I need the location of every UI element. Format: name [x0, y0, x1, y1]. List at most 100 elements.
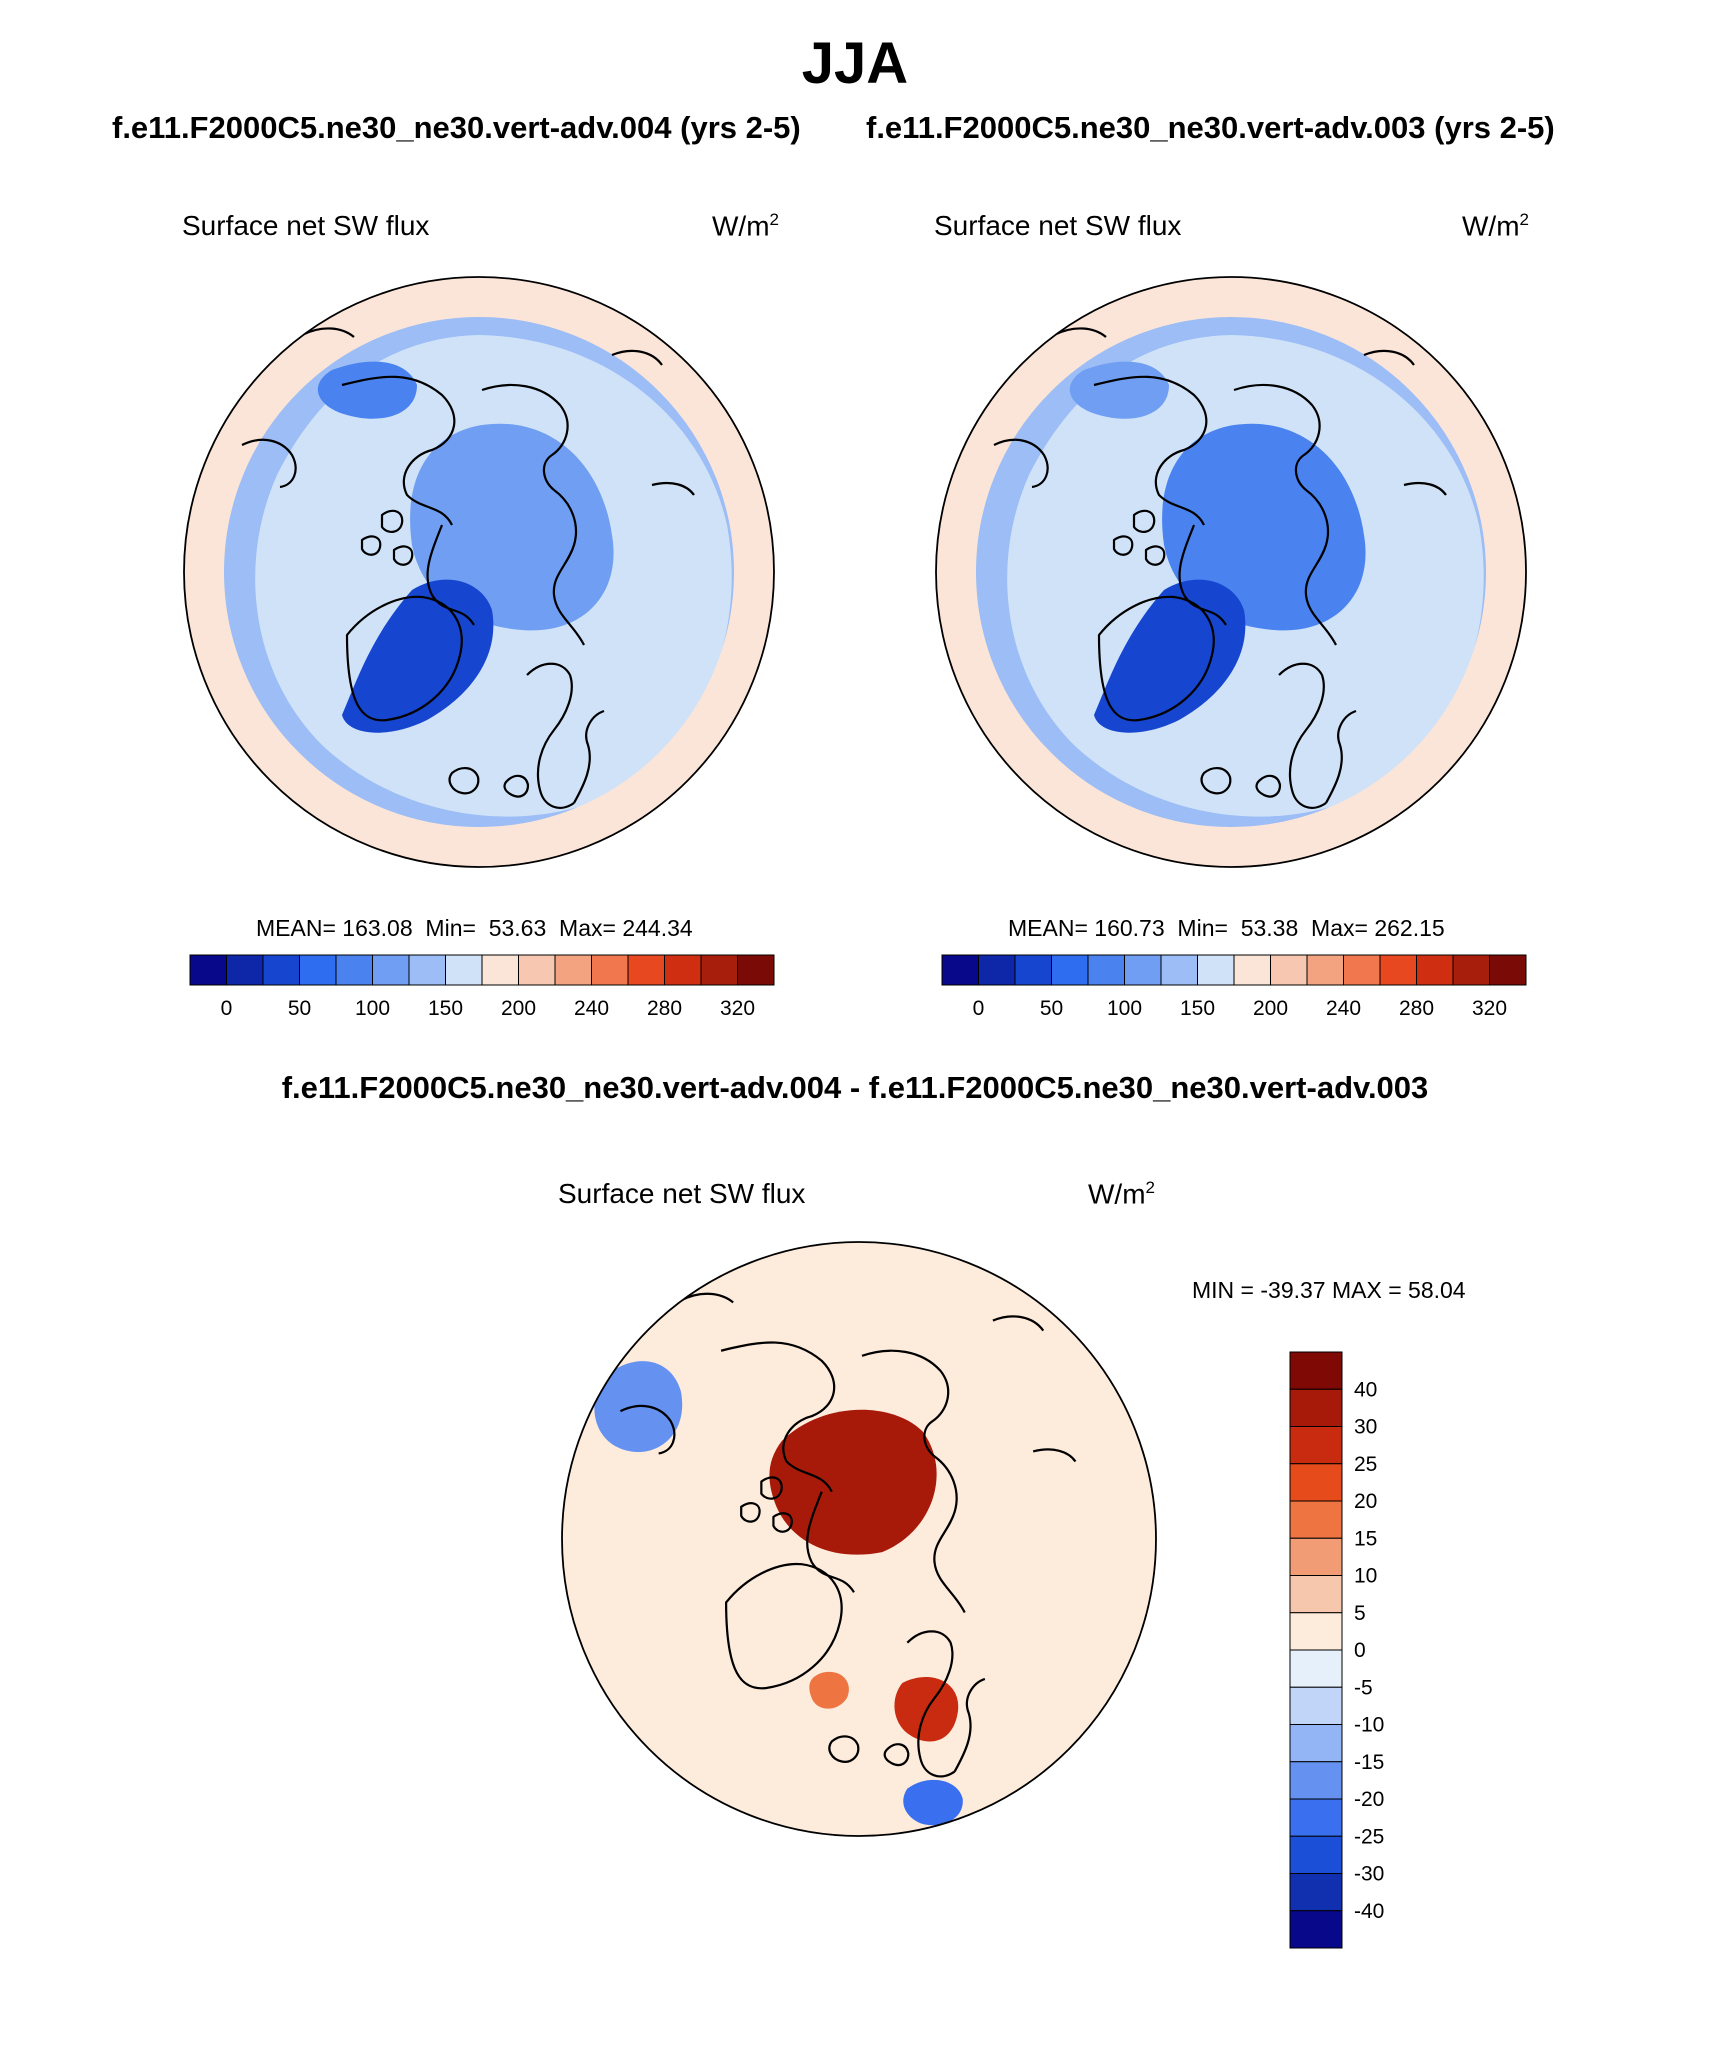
colorbar-swatch	[591, 954, 629, 986]
map-border	[183, 276, 775, 868]
panel3-map	[561, 1241, 1157, 1837]
colorbar-tick-label: 240	[574, 997, 609, 1020]
panel1-stats: MEAN= 163.08 Min= 53.63 Max= 244.34	[256, 915, 693, 941]
colorbar-tick-label: 280	[647, 997, 682, 1020]
colorbar-swatch	[664, 954, 702, 986]
coastline	[861, 1349, 950, 1458]
coastline	[906, 1630, 956, 1778]
coastline	[392, 545, 414, 566]
coastline	[651, 481, 695, 496]
map-border	[935, 276, 1527, 868]
colorbar-tick-label: 40	[1354, 1378, 1377, 1401]
coastline	[1178, 524, 1227, 626]
colorbar-swatch	[1289, 1649, 1343, 1688]
panel2-colorbar: 0 50 100 150 200 240 280 320	[941, 954, 1527, 1020]
colorbar-swatch	[408, 954, 446, 986]
subtitle-case-003: f.e11.F2000C5.ne30_ne30.vert-adv.003 (yr…	[866, 110, 1555, 145]
colorbar-tick-label: 200	[1253, 997, 1288, 1020]
map-field	[184, 277, 774, 867]
colorbar-swatch	[1289, 1761, 1343, 1800]
coastline	[1200, 767, 1232, 795]
colorbar-swatch	[1379, 954, 1417, 986]
colorbar-swatch	[1289, 1873, 1343, 1912]
coastline	[1144, 545, 1166, 566]
colorbar-swatch	[1289, 1798, 1343, 1837]
colorbar-tick-label: -10	[1354, 1714, 1384, 1737]
colorbar-swatch	[627, 954, 665, 986]
coastline	[725, 1562, 843, 1690]
coastline	[503, 774, 530, 798]
panel1-colorbar: 0 50 100 150 200 240 280 320	[189, 954, 775, 1020]
coastline	[1278, 662, 1327, 809]
coastline	[1255, 774, 1282, 798]
panel2-units: W/m2	[1462, 210, 1529, 242]
colorbar-tick-label: -20	[1354, 1788, 1384, 1811]
colorbar-swatch	[226, 954, 264, 986]
coastline	[1403, 481, 1447, 496]
coastlines	[619, 1292, 1077, 1778]
colorbar-swatch	[481, 954, 519, 986]
map-field	[936, 277, 1526, 867]
colorbar-swatch	[445, 954, 483, 986]
colorbar-swatch	[1289, 1500, 1343, 1539]
colorbar-swatch	[1416, 954, 1454, 986]
coastline	[806, 1491, 855, 1593]
coastline	[619, 1404, 676, 1455]
colorbar-swatch	[1270, 954, 1308, 986]
colorbar-swatch	[554, 954, 592, 986]
coastline	[1325, 709, 1357, 804]
coastline	[953, 1677, 986, 1773]
colorbar-swatch	[941, 954, 979, 986]
coastline	[1363, 349, 1415, 366]
colorbar-swatch	[1289, 1724, 1343, 1763]
colorbar-tick-label: 320	[720, 997, 755, 1020]
colorbar-tick-label: 50	[1040, 997, 1063, 1020]
panel3-minmax: MIN = -39.37 MAX = 58.04	[1192, 1277, 1466, 1303]
colorbar-tick-label: -30	[1354, 1863, 1384, 1886]
coastline	[380, 509, 404, 533]
colorbar-tick-label: 25	[1354, 1453, 1377, 1476]
panel1-map	[183, 276, 775, 868]
colorbar-swatch	[737, 954, 775, 986]
colorbar-swatch	[1289, 1612, 1343, 1651]
colorbar-swatch	[1087, 954, 1125, 986]
colorbar-swatch	[262, 954, 300, 986]
panel2-map	[935, 276, 1527, 868]
colorbar-swatch	[1306, 954, 1344, 986]
coastline	[345, 595, 463, 722]
colorbar-tick-label: 0	[221, 997, 233, 1020]
colorbar-tick-label: 10	[1354, 1565, 1377, 1588]
map-border	[561, 1241, 1157, 1837]
colorbar-tick-label: -5	[1354, 1676, 1373, 1699]
colorbar-swatch	[1452, 954, 1490, 986]
colorbar-swatch	[189, 954, 227, 986]
colorbar-swatch	[1197, 954, 1235, 986]
coastline	[360, 535, 382, 556]
coastline	[526, 662, 575, 809]
colorbar-swatch	[1289, 1910, 1343, 1949]
colorbar-swatch	[1160, 954, 1198, 986]
coastline	[1304, 489, 1337, 646]
panel3-title: Surface net SW flux	[558, 1178, 806, 1209]
coastlines	[993, 327, 1447, 809]
coastline	[1032, 1448, 1077, 1463]
colorbar-swatch	[1124, 954, 1162, 986]
colorbar-tick-label: -40	[1354, 1900, 1384, 1923]
colorbar-swatch	[372, 954, 410, 986]
coastline	[883, 1743, 910, 1767]
difference-title: f.e11.F2000C5.ne30_ne30.vert-adv.004 - f…	[281, 1070, 1429, 1105]
colorbar-swatch	[1489, 954, 1527, 986]
colorbar-swatch	[1014, 954, 1052, 986]
colorbar-swatch	[1289, 1686, 1343, 1725]
map-field	[562, 1242, 1156, 1836]
region-scandinavia-negative	[903, 1779, 963, 1826]
colorbar-tick-label: 0	[973, 997, 985, 1020]
region-low-latitude-belt	[936, 277, 1526, 867]
colorbar-swatch	[1289, 1575, 1343, 1614]
panel1-title: Surface net SW flux	[182, 210, 430, 241]
region-low-latitude-belt	[184, 277, 774, 867]
coastline	[933, 1455, 966, 1613]
coastline	[1097, 595, 1215, 722]
coastline	[740, 1502, 761, 1523]
coastline	[1093, 375, 1208, 526]
